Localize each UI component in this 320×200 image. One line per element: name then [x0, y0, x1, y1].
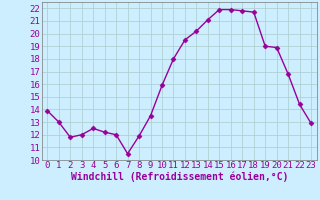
X-axis label: Windchill (Refroidissement éolien,°C): Windchill (Refroidissement éolien,°C) — [70, 172, 288, 182]
